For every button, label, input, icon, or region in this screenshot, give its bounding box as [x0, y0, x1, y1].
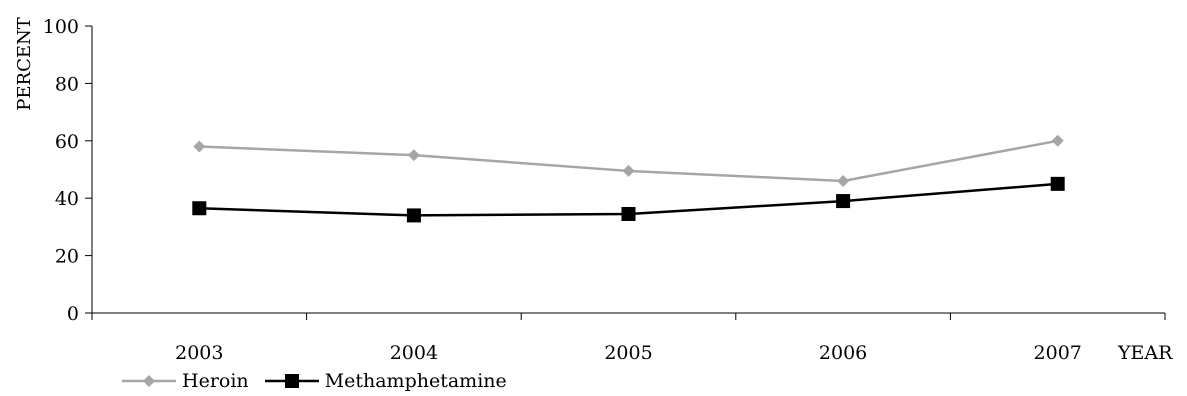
data-point-methamphetamine: [836, 194, 851, 209]
data-point-methamphetamine: [192, 201, 207, 216]
data-point-heroin: [193, 140, 206, 153]
legend-swatch-methamphetamine: [264, 374, 319, 388]
data-point-heroin: [1051, 134, 1064, 147]
x-tick-label: 2007: [1034, 342, 1082, 364]
series-layer: [192, 134, 1065, 223]
data-point-heroin: [622, 164, 635, 177]
legend: Heroin Methamphetamine: [120, 369, 521, 393]
x-ticks: 2003 2004 2005 2006 2007: [91, 313, 1166, 364]
data-point-methamphetamine: [621, 206, 636, 221]
x-tick-label: 2005: [604, 342, 652, 364]
legend-label-heroin: Heroin: [182, 370, 249, 392]
y-tick-label: 0: [67, 303, 79, 325]
data-point-heroin: [837, 174, 850, 187]
series-heroin: [193, 134, 1064, 187]
data-point-methamphetamine: [1050, 176, 1065, 191]
y-axis-title: PERCENT: [14, 17, 35, 110]
legend-item-heroin: Heroin: [120, 370, 249, 392]
x-axis-title: YEAR: [1117, 342, 1173, 364]
y-tick-label: 40: [55, 188, 79, 210]
legend-swatch-heroin: [122, 375, 176, 387]
data-point-heroin: [407, 149, 420, 162]
series-methamphetamine: [192, 176, 1065, 223]
y-tick-label: 100: [43, 16, 79, 38]
legend-label-methamphetamine: Methamphetamine: [324, 370, 507, 392]
x-tick-label: 2006: [819, 342, 867, 364]
data-point-methamphetamine: [406, 208, 421, 223]
x-tick-label: 2004: [390, 342, 438, 364]
legend-item-methamphetamine: Methamphetamine: [263, 370, 507, 392]
y-tick-label: 20: [55, 246, 79, 268]
y-tick-label: 80: [55, 73, 79, 95]
x-tick-label: 2003: [175, 342, 223, 364]
y-tick-label: 60: [55, 131, 79, 153]
axes: [91, 26, 1165, 314]
y-ticks: 0 20 40 60 80 100: [43, 16, 92, 325]
